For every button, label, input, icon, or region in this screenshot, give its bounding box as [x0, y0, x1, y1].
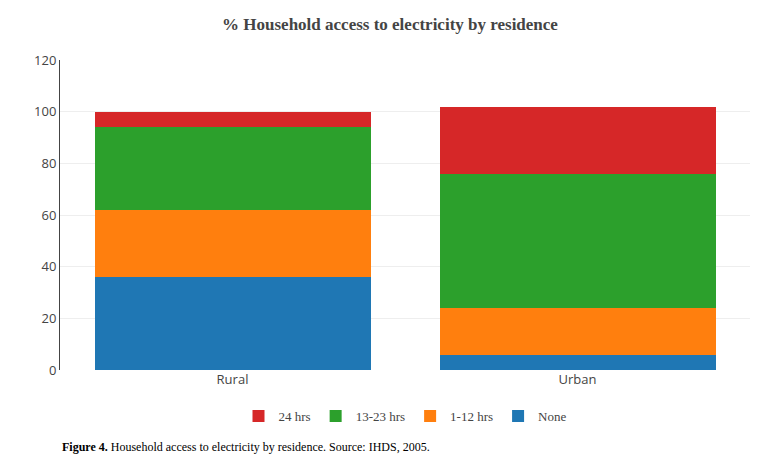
- svg-text:Figure 4. Household access to: Figure 4. Household access to electricit…: [62, 440, 430, 454]
- svg-text:0: 0: [49, 361, 56, 379]
- svg-text:24 hrs: 24 hrs: [279, 409, 311, 424]
- svg-text:20: 20: [42, 309, 57, 327]
- svg-text:80: 80: [42, 154, 57, 172]
- svg-text:60: 60: [42, 206, 57, 224]
- svg-text:Rural: Rural: [217, 370, 249, 388]
- svg-text:None: None: [538, 409, 566, 424]
- svg-text:40: 40: [42, 257, 57, 275]
- svg-text:120: 120: [34, 51, 56, 69]
- svg-text:% Household access to electric: % Household access to electricity by res…: [222, 15, 558, 34]
- svg-text:1-12 hrs: 1-12 hrs: [450, 409, 493, 424]
- svg-text:Urban: Urban: [559, 370, 597, 388]
- svg-text:13-23 hrs: 13-23 hrs: [356, 409, 405, 424]
- svg-text:100: 100: [34, 102, 56, 120]
